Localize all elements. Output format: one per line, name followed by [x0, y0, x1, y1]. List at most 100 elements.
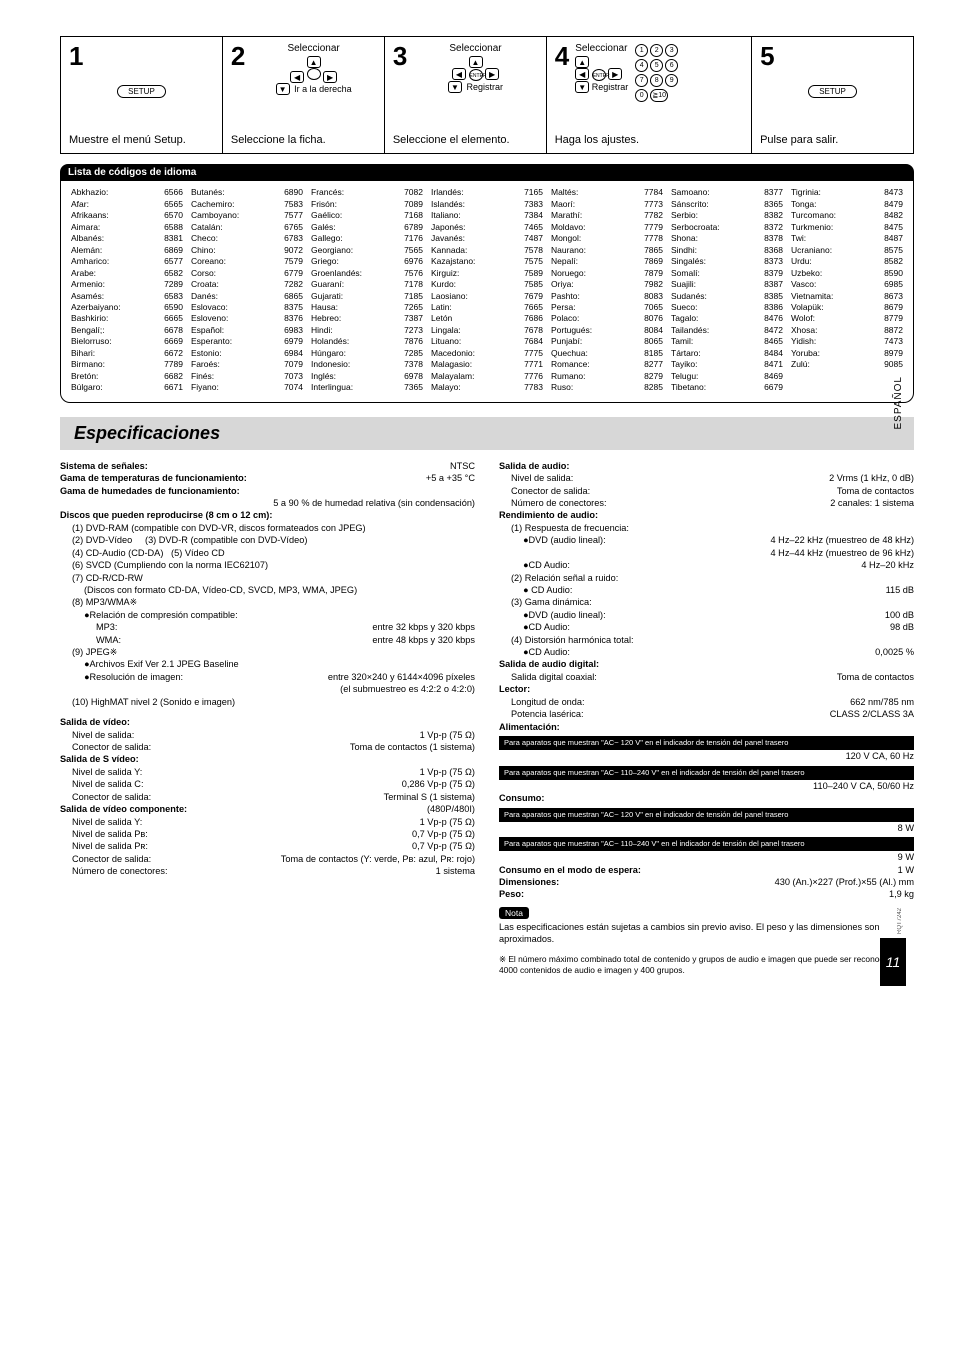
language-code: 6783 — [284, 233, 303, 244]
left-arrow-icon: ◀ — [290, 71, 304, 83]
language-row: Malayalam:7776 — [431, 371, 543, 382]
language-row: Quechua:8185 — [551, 348, 663, 359]
language-name: Holandés: — [311, 336, 349, 347]
enter-icon: ENTER — [592, 69, 606, 81]
label: Consumo: — [499, 792, 914, 804]
value: NTSC — [450, 460, 475, 472]
language-code: 8476 — [764, 313, 783, 324]
value: 430 (An.)×227 (Prof.)×55 (Al.) mm — [775, 876, 914, 888]
language-code: 7585 — [524, 279, 543, 290]
language-row: Maltés:7784 — [551, 187, 663, 198]
language-code: 7065 — [644, 302, 663, 313]
language-name: Arabe: — [71, 268, 96, 279]
language-code: 8285 — [644, 382, 663, 393]
language-code: 7265 — [404, 302, 423, 313]
language-name: Irlandés: — [431, 187, 464, 198]
language-name: Wolof: — [791, 313, 815, 324]
language-code: 7773 — [644, 199, 663, 210]
label: Longitud de onda: — [511, 696, 585, 708]
language-name: Naurano: — [551, 245, 586, 256]
language-name: Zulú: — [791, 359, 810, 370]
spec-line: (1) DVD-RAM (compatible con DVD-VR, disc… — [60, 522, 475, 534]
language-code: 8372 — [764, 222, 783, 233]
value: 662 nm/785 nm — [850, 696, 914, 708]
language-code: 8379 — [764, 268, 783, 279]
language-row: Yidish:7473 — [791, 336, 903, 347]
language-code: 8279 — [644, 371, 663, 382]
language-name: Malagasio: — [431, 359, 472, 370]
language-code: 7575 — [524, 256, 543, 267]
page-container: 1 SETUP Muestre el menú Setup. 2 Selecci… — [60, 36, 914, 976]
language-code: 7185 — [404, 291, 423, 302]
language-name: Butanés: — [191, 187, 225, 198]
language-row: Francés:7082 — [311, 187, 423, 198]
spec-line: ●Archivos Exif Ver 2.1 JPEG Baseline — [60, 658, 475, 670]
label: Salida de audio: — [499, 460, 914, 472]
language-name: Kannada: — [431, 245, 467, 256]
language-code: 7565 — [404, 245, 423, 256]
language-code: 8471 — [764, 359, 783, 370]
language-row: Indonesio:7378 — [311, 359, 423, 370]
language-name: Checo: — [191, 233, 218, 244]
spec-line: (3) DVD-R (compatible con DVD-Vídeo) — [145, 535, 307, 545]
value: Toma de contactos — [837, 485, 914, 497]
language-row: Bihari:6672 — [71, 348, 183, 359]
language-row: Malayo:7783 — [431, 382, 543, 393]
label: ●CD Audio: — [523, 621, 570, 633]
step-seleccionar-label: Seleccionar — [575, 43, 628, 54]
language-row: Sindhi:8368 — [671, 245, 783, 256]
language-name: Interlingua: — [311, 382, 353, 393]
language-name: Gaélico: — [311, 210, 342, 221]
language-row: Kannada:7578 — [431, 245, 543, 256]
label: ●CD Audio: — [523, 646, 570, 658]
language-name: Islandés: — [431, 199, 465, 210]
language-name: Latin: — [431, 302, 452, 313]
spec-line: (9) JPEG※ — [60, 646, 475, 658]
value: (480P/480I) — [427, 803, 475, 815]
language-row: Pashto:8083 — [551, 291, 663, 302]
language-name: Tagalo: — [671, 313, 698, 324]
language-row: Gallego:7176 — [311, 233, 423, 244]
language-name: Kazajstano: — [431, 256, 475, 267]
language-code: 6984 — [284, 348, 303, 359]
language-name: Camboyano: — [191, 210, 239, 221]
label: Alimentación: — [499, 721, 914, 733]
right-arrow-icon: ▶ — [608, 68, 622, 80]
language-code: 8872 — [884, 325, 903, 336]
language-code: 8387 — [764, 279, 783, 290]
language-row: Maorí:7773 — [551, 199, 663, 210]
language-row: Faroés:7079 — [191, 359, 303, 370]
document-code: RQT7242 — [897, 908, 903, 934]
language-code: 8377 — [764, 187, 783, 198]
language-row: Javanés:7487 — [431, 233, 543, 244]
language-code: 7079 — [284, 359, 303, 370]
language-name: Finés: — [191, 371, 214, 382]
language-row: Polaco:8076 — [551, 313, 663, 324]
label: Gama de humedades de funcionamiento: — [60, 485, 475, 497]
language-code: 8376 — [284, 313, 303, 324]
language-name: Italiano: — [431, 210, 461, 221]
language-row: Groenlandés:7576 — [311, 268, 423, 279]
language-column: Samoano:8377Sánscrito:8365Serbio:8382Ser… — [671, 187, 783, 393]
language-row: Hausa:7265 — [311, 302, 423, 313]
language-code: 8469 — [764, 371, 783, 382]
language-code: 6565 — [164, 199, 183, 210]
language-row: Butanés:6890 — [191, 187, 303, 198]
value: 0,7 Vp-p (75 Ω) — [412, 828, 475, 840]
language-row: Griego:6976 — [311, 256, 423, 267]
language-code: 8582 — [884, 256, 903, 267]
language-name: Bretón: — [71, 371, 98, 382]
label: ●DVD (audio lineal): — [523, 534, 606, 546]
label: MP3: — [96, 621, 117, 633]
language-code: 6577 — [164, 256, 183, 267]
label: Salida digital coaxial: — [511, 671, 597, 683]
value: 1 Vp-p (75 Ω) — [420, 816, 475, 828]
value: 1,9 kg — [889, 888, 914, 900]
language-name: Groenlandés: — [311, 268, 362, 279]
value: 2 Vrms (1 kHz, 0 dB) — [829, 472, 914, 484]
step-number: 4 — [555, 43, 569, 69]
language-name: Búlgaro: — [71, 382, 103, 393]
spec-line: (6) SVCD (Cumpliendo con la norma IEC621… — [60, 559, 475, 571]
language-name: Tamil: — [671, 336, 693, 347]
language-code: 6590 — [164, 302, 183, 313]
